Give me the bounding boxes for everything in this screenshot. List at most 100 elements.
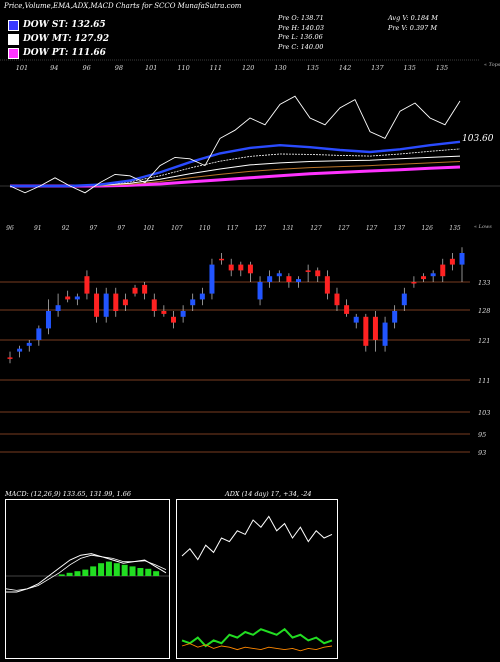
candle-body [26, 342, 32, 346]
candle-body [257, 282, 263, 300]
ema-line-mid [10, 161, 461, 187]
macd-histogram-bar [58, 574, 65, 576]
candle-body [84, 276, 90, 294]
candle-body [55, 305, 61, 311]
macd-signal-line [5, 554, 167, 591]
candle-top-label: 137 [394, 225, 406, 232]
candle-body [65, 296, 71, 300]
ema-top-label: 130 [274, 64, 286, 72]
macd-histogram-bar [129, 566, 136, 576]
candle-body [45, 311, 51, 329]
candle-body [267, 276, 273, 282]
candle-body [132, 287, 138, 294]
candle-body [219, 258, 225, 261]
ema-top-label: 111 [210, 64, 222, 72]
legend-row-mt: DOW MT: 127.92 [8, 32, 109, 46]
ema-top-label: 142 [339, 64, 351, 72]
avg-volume: Avg V: 0.184 M [388, 14, 438, 22]
candle-body [276, 273, 282, 277]
candle-body [286, 276, 292, 282]
candle-body [36, 328, 42, 340]
pre-high: Pre H: 140.03 [278, 23, 325, 32]
pre-low: Pre L: 136.06 [278, 33, 323, 41]
candle-body [459, 253, 465, 265]
candle-body [401, 293, 407, 306]
candle-top-label: 97 [117, 225, 125, 232]
macd-panel [5, 499, 170, 659]
candle-top-label: 110 [199, 225, 211, 232]
candle-body [7, 357, 13, 359]
price-level-label: 103 [478, 409, 490, 417]
candle-body [209, 264, 215, 294]
candle-body [382, 322, 388, 346]
candle-body [228, 264, 234, 271]
ema-top-label: 94 [50, 64, 58, 72]
legend-row-pt: DOW PT: 111.66 [8, 46, 109, 60]
candle-body [430, 273, 436, 277]
pre-open: Pre O: 138.71 [278, 14, 324, 22]
candle-top-label: 117 [227, 225, 239, 232]
legend-swatch-pt [8, 47, 19, 59]
ema-line-dow-st [10, 140, 461, 188]
price-level-label: 128 [478, 307, 490, 315]
adx-svg [181, 515, 333, 652]
macd-histogram-bar [153, 571, 160, 576]
macd-svg [5, 553, 169, 593]
candle-body [315, 270, 321, 277]
candle-body [74, 296, 80, 300]
candle-body [238, 264, 244, 271]
candle-body [161, 311, 167, 314]
pre-close: Pre C: 140.00 [278, 42, 324, 51]
macd-histogram-bar [74, 571, 81, 576]
macd-histogram-bar [82, 569, 89, 576]
candle-top-label: 126 [421, 225, 433, 232]
macd-histogram-bar [98, 563, 105, 576]
candle-body [421, 276, 427, 280]
candle-body [199, 293, 205, 300]
candle-body [190, 299, 196, 306]
candle-top-label: 96 [6, 225, 14, 232]
candle-top-label: 127 [310, 225, 322, 232]
candle-top-label: 97 [90, 225, 98, 232]
macd-histogram-bar [137, 568, 144, 576]
macd-histogram-bar [105, 561, 112, 576]
candle-top-label: 127 [255, 225, 267, 232]
ema-axis-note: « Tops [484, 62, 500, 68]
ema-line-price [9, 95, 461, 194]
candle-body [113, 293, 119, 311]
macd-title: MACD: (12,26,9) 133.65, 131.99, 1.66 [5, 490, 131, 498]
legend-label-pt: DOW PT: 111.66 [23, 48, 106, 58]
candle-body [334, 293, 340, 306]
macd-histogram-bar [113, 563, 120, 576]
candle-body [151, 299, 157, 311]
macd-histogram-bar [121, 564, 128, 576]
candle-body [363, 316, 369, 346]
candle-body [170, 316, 176, 323]
ema-top-label: 135 [307, 64, 319, 72]
dow-legend: DOW ST: 132.65 DOW MT: 127.92 DOW PT: 11… [8, 18, 109, 60]
price-level-label: 111 [478, 377, 490, 385]
macd-histogram-bar [145, 568, 152, 576]
candle-top-label: 92 [62, 225, 70, 232]
pre-volume: Pre V: 0.397 M [388, 23, 438, 32]
candle-body [411, 282, 417, 284]
ema-top-label: 137 [371, 64, 384, 72]
price-level-label: 95 [478, 431, 486, 439]
legend-swatch-mt [8, 33, 19, 45]
candle-body [17, 348, 23, 352]
candle-body [247, 264, 253, 274]
candle-body [449, 258, 455, 265]
ema-top-label: 101 [16, 64, 28, 72]
candle-body [103, 293, 109, 317]
ema-line-dow-pt [10, 165, 461, 188]
candle-top-label: 131 [282, 225, 293, 232]
ema-top-label: 135 [403, 64, 415, 72]
macd-histogram-bar [90, 566, 97, 576]
ohlc-info: Pre O: 138.71 Avg V: 0.184 M Pre H: 140.0… [278, 14, 438, 52]
adx-title: ADX (14 day) 17, +34, -24 [225, 490, 312, 498]
candle-body [324, 276, 330, 294]
ema-top-label: 96 [82, 64, 90, 72]
candle-body [94, 293, 100, 317]
adx-plus-di-line [181, 627, 333, 648]
candle-body [353, 316, 359, 323]
